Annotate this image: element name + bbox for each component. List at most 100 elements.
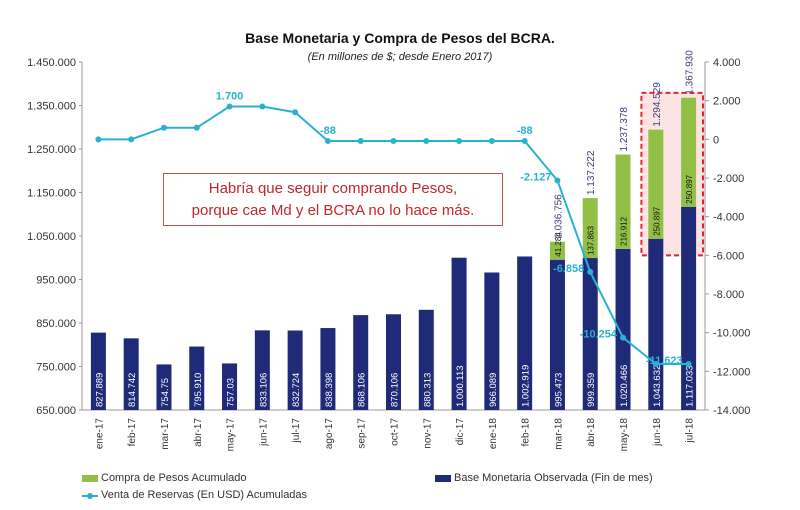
x-tick-label: jun-18 (652, 418, 663, 447)
x-tick-label: ene-18 (488, 418, 499, 450)
x-tick-label: jun-17 (258, 418, 269, 447)
legend-line-marker-icon (82, 492, 98, 499)
annotation-line-1: Habría que seguir comprando Pesos, (208, 180, 458, 197)
bar-base-monetaria (156, 364, 172, 410)
chart-subtitle: (En millones de $; desde Enero 2017) (307, 51, 493, 63)
bar-label-base: 1.020.466 (619, 365, 630, 407)
line-point (554, 177, 561, 184)
x-tick-label: dic-17 (455, 418, 466, 446)
bar-base-monetaria (222, 363, 238, 410)
legend-swatch (82, 474, 98, 482)
bar-label-base: 833.106 (258, 373, 269, 407)
bar-label-base: 1.002.919 (521, 365, 532, 407)
legend-label: Venta de Reservas (En USD) Acumuladas (101, 489, 308, 501)
line-point (357, 138, 364, 145)
bar-label-base: 995.473 (553, 373, 564, 407)
line-data-label: -88 (320, 125, 336, 137)
bar-label-base: 999.359 (586, 373, 597, 407)
right-tick-label: -12.000 (713, 366, 750, 378)
left-tick-label: 1.350.000 (27, 101, 76, 113)
legend-swatch (435, 474, 451, 482)
bar-base-monetaria (648, 238, 664, 410)
bar-label-base: 880.313 (422, 373, 433, 407)
bar-label-base: 1.117.033 (685, 365, 696, 407)
x-tick-label: may-17 (226, 418, 237, 452)
bar-base-monetaria (451, 257, 467, 410)
bar-label-base: 827.889 (94, 373, 105, 407)
bar-total-label: 1.237.378 (619, 107, 630, 152)
line-point (259, 103, 266, 110)
line-point (160, 124, 167, 131)
bar-label-compra: 216.912 (620, 216, 629, 245)
bar-label-base: 966.089 (488, 373, 499, 407)
right-tick-label: 0 (713, 134, 719, 146)
bar-base-monetaria (123, 338, 139, 410)
bar-total-label: 1.294.529 (652, 82, 663, 127)
bar-base-monetaria (615, 248, 631, 410)
chart-title: Base Monetaria y Compra de Pesos del BCR… (245, 30, 555, 46)
bar-label-base: 832.724 (291, 373, 302, 407)
bar-compra-pesos (681, 97, 697, 207)
bar-label-base: 868.106 (357, 373, 368, 407)
x-tick-label: mar-18 (553, 418, 564, 450)
bar-compra-pesos (615, 154, 631, 249)
bar-base-monetaria (189, 346, 205, 410)
right-tick-label: 2.000 (713, 96, 741, 108)
bar-base-monetaria (386, 314, 401, 410)
line-point (685, 361, 692, 368)
bar-label-compra: 137.863 (587, 226, 596, 255)
left-tick-label: 1.050.000 (27, 231, 76, 243)
x-tick-label: sep-17 (357, 418, 368, 449)
line-point (652, 361, 659, 368)
bar-base-monetaria (681, 206, 697, 410)
line-point (193, 124, 200, 131)
line-data-label: 1.700 (216, 90, 244, 102)
right-tick-label: -2.000 (713, 173, 744, 185)
legend-item-compra: Compra de Pesos Acumulado (82, 472, 247, 484)
x-tick-label: ago-17 (324, 418, 335, 450)
bar-label-base: 814.742 (127, 373, 138, 407)
left-tick-label: 1.250.000 (27, 144, 76, 156)
line-data-label: -6.858 (553, 263, 584, 275)
bar-compra-pesos (648, 129, 664, 239)
right-tick-label: -8.000 (713, 289, 744, 301)
line-point (226, 103, 233, 110)
x-tick-label: abr-17 (193, 418, 204, 447)
legend-item-base: Base Monetaria Observada (Fin de mes) (435, 472, 653, 484)
bar-label-compra: 250.897 (652, 206, 661, 235)
bar-base-monetaria (484, 272, 500, 410)
annotation-line-2: porque cae Md y el BCRA no lo hace más. (191, 202, 475, 219)
bar-label-base: 1.000.113 (455, 365, 466, 407)
line-point (587, 268, 594, 275)
line-data-label: -2.127 (520, 171, 551, 183)
bar-label-base: 754.75 (160, 378, 171, 407)
bar-compra-pesos (582, 198, 598, 259)
line-point (488, 138, 495, 145)
line-data-label: -11.623 (646, 355, 683, 367)
x-tick-label: ene-17 (94, 418, 105, 450)
bar-base-monetaria (582, 258, 598, 410)
x-tick-label: feb-18 (521, 418, 532, 447)
line-point (456, 138, 463, 145)
bar-total-label: 1.367.930 (685, 50, 696, 95)
x-tick-label: oct-17 (390, 418, 401, 446)
legend-item-reservas: Venta de Reservas (En USD) Acumuladas (82, 489, 307, 501)
line-point (95, 136, 102, 143)
x-tick-label: abr-18 (586, 418, 597, 447)
x-tick-label: jul-18 (685, 418, 696, 444)
right-tick-label: 4.000 (713, 57, 741, 69)
line-point (324, 138, 331, 145)
bar-base-monetaria (90, 332, 106, 410)
bar-base-monetaria (353, 315, 369, 410)
x-tick-label: may-18 (619, 418, 630, 452)
annotation-box: Habría que seguir comprando Pesos, porqu… (163, 173, 503, 226)
legend-label: Compra de Pesos Acumulado (101, 472, 247, 484)
x-tick-label: nov-17 (422, 418, 433, 449)
bar-base-monetaria (254, 330, 270, 410)
line-point (292, 109, 299, 116)
bar-base-monetaria (320, 328, 336, 410)
left-tick-label: 750.000 (36, 362, 76, 374)
right-tick-label: -10.000 (713, 328, 750, 340)
